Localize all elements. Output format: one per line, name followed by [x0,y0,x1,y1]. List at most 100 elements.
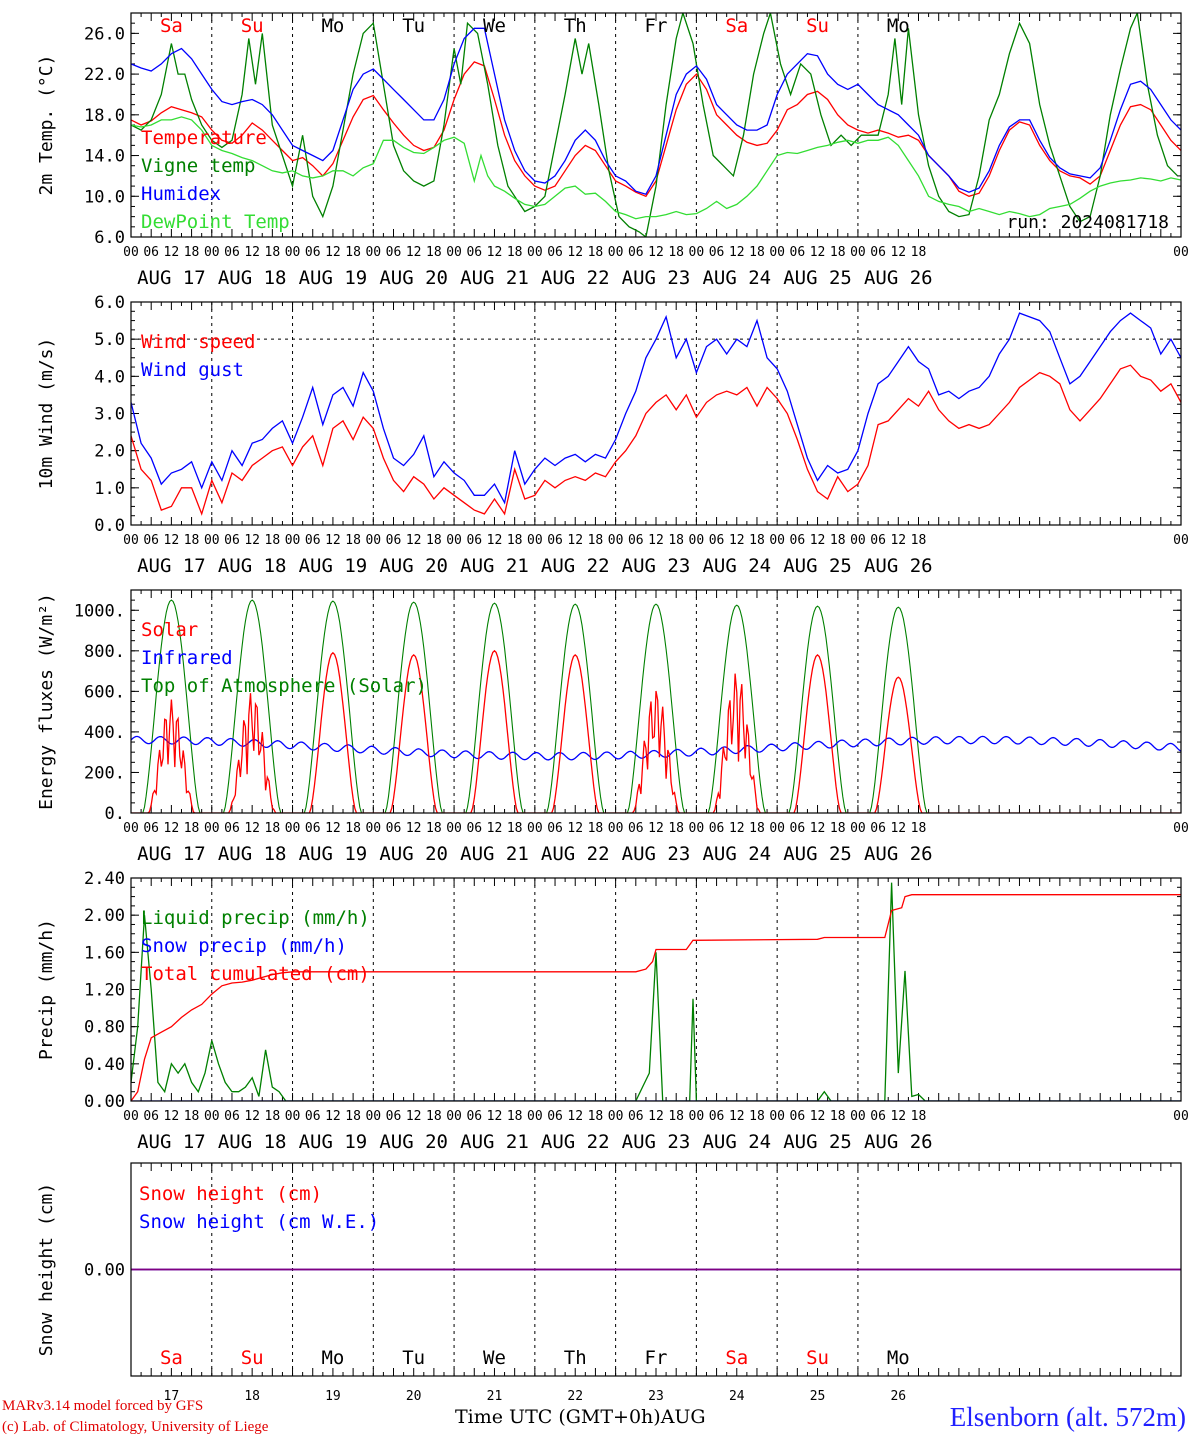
y-tick-label: 3.0 [94,405,125,425]
hour-label: 00 [850,821,866,836]
plot-area [131,882,1181,1101]
hour-label: 12 [567,533,583,548]
hour-label: 00 [123,245,139,260]
hour-label: 06 [709,245,725,260]
date-label: AUG 25 [783,555,852,577]
y-tick-label: 200. [84,763,125,783]
legend-1: Snow precip (mm/h) [141,935,347,957]
hour-label: 18 [184,533,200,548]
hour-label: 06 [305,821,321,836]
y-tick-label: 1.60 [84,943,125,963]
date-label: AUG 19 [299,1131,368,1153]
date-label: AUG 24 [702,1131,771,1153]
weekday-label: Sa [725,1347,748,1369]
hour-label: 06 [224,533,240,548]
hour-label: 18 [345,245,361,260]
hour-label: 12 [567,821,583,836]
plot-frame [130,877,1182,1102]
date-label: AUG 19 [299,555,368,577]
hour-label: 00 [446,245,462,260]
hour-label: 06 [547,821,563,836]
legend-1: Vigne temp [141,155,255,177]
hour-label: 00 [446,1109,462,1124]
hour-label: 12 [890,533,906,548]
hour-label: 12 [244,1109,260,1124]
hour-label: 18 [668,533,684,548]
hour-label: 18 [911,533,927,548]
hour-label: 00 [1173,1109,1189,1124]
hour-label: 18 [830,245,846,260]
hour-label: 00 [527,821,543,836]
y-tick-label: 10.0 [84,187,125,207]
hour-label: 00 [365,533,381,548]
weekday-label: Sa [725,15,748,37]
hour-label: 18 [668,821,684,836]
hour-label: 00 [689,821,705,836]
y-tick-label: 0. [105,804,125,824]
y-axis-label: Energy fluxes (W/m²) [36,593,57,810]
weekday-label: We [483,1347,506,1369]
date-label: AUG 19 [299,267,368,289]
date-label: AUG 25 [783,843,852,865]
date-label: AUG 17 [137,843,206,865]
plot-frame [130,12,1182,238]
hour-label: 06 [386,821,402,836]
run-annotation: run: 2024081718 [1006,212,1169,233]
weekday-label: Th [564,1347,587,1369]
hour-label: 12 [164,821,180,836]
time-axis-label: Time UTC (GMT+0h)AUG [455,1406,706,1428]
hour-label: 18 [911,821,927,836]
date-label: AUG 20 [379,267,448,289]
hour-label: 06 [224,821,240,836]
hour-label: 18 [588,821,604,836]
legend-1: Infrared [141,647,233,669]
hour-label: 00 [285,245,301,260]
weekday-label: Sa [160,15,183,37]
day-number-label: 23 [648,1389,664,1404]
hour-label: 18 [507,245,523,260]
hour-label: 06 [547,533,563,548]
date-label: AUG 21 [460,843,529,865]
date-label: AUG 18 [218,1131,287,1153]
y-tick-label: 1000. [74,601,125,621]
hour-label: 00 [608,821,624,836]
month-label: AUG [660,1406,706,1428]
hour-label: 06 [143,821,159,836]
hour-label: 12 [244,821,260,836]
hour-label: 00 [285,533,301,548]
hour-label: 12 [325,821,341,836]
date-label: AUG 20 [379,555,448,577]
hour-label: 06 [386,1109,402,1124]
hour-label: 00 [689,1109,705,1124]
y-axis-label: Snow height (cm) [36,1183,57,1356]
hour-label: 12 [325,533,341,548]
date-label: AUG 22 [541,843,610,865]
series-line-0 [131,882,1181,1101]
hour-label: 12 [406,245,422,260]
weekday-label: Th [564,15,587,37]
date-label: AUG 17 [137,267,206,289]
y-tick-label: 14.0 [84,147,125,167]
hour-label: 12 [164,533,180,548]
hour-label: 12 [487,245,503,260]
legend-0: Snow height (cm) [139,1183,322,1205]
y-tick-label: 6.0 [94,293,125,313]
hour-label: 18 [911,1109,927,1124]
hour-label: 06 [870,245,886,260]
hour-label: 06 [709,533,725,548]
y-tick-label: 4.0 [94,367,125,387]
hour-label: 12 [729,533,745,548]
y-tick-label: 1.0 [94,479,125,499]
y-tick-label: 26.0 [84,24,125,44]
weekday-label: We [483,15,506,37]
plot-area [131,312,1181,516]
infrared-line [131,735,1181,761]
y-tick-label: 2.40 [84,869,125,889]
hour-label: 00 [365,245,381,260]
hour-label: 06 [628,533,644,548]
hour-label: 06 [466,1109,482,1124]
hour-label: 18 [507,1109,523,1124]
hour-label: 12 [890,821,906,836]
legend-0: Solar [141,619,198,641]
